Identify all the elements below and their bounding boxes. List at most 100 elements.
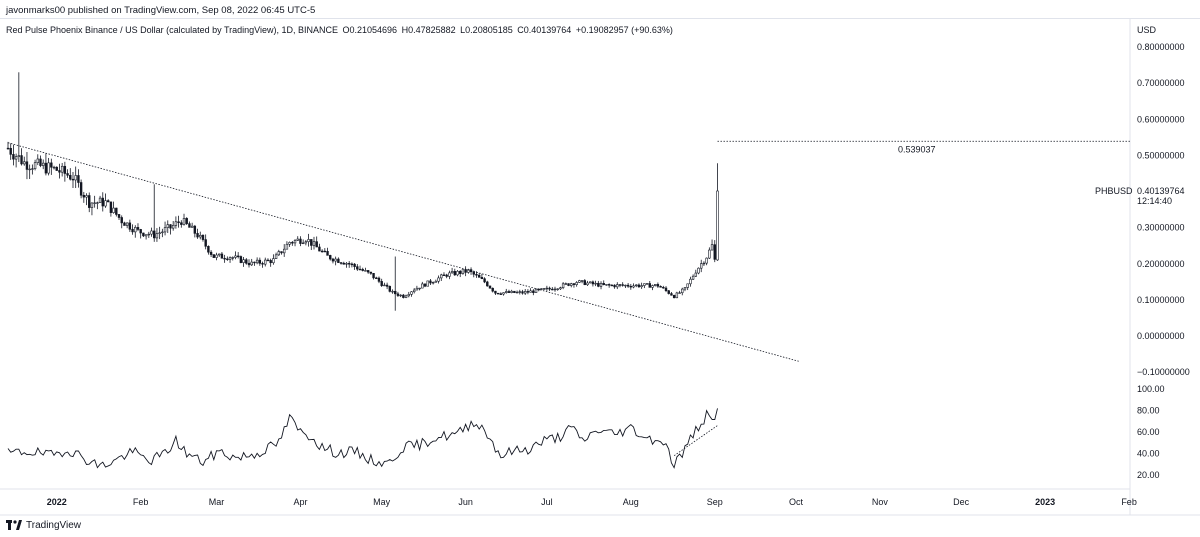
candle-body (486, 281, 489, 287)
candle-body (475, 273, 478, 276)
candle-body (25, 161, 29, 170)
candle-body (399, 294, 402, 297)
candle-body (366, 270, 370, 273)
candle-body (640, 285, 643, 288)
candle-body (180, 222, 183, 225)
candle-body (551, 288, 554, 291)
ohlc-change: +0.19082957 (+90.63%) (575, 25, 673, 35)
candle-body (299, 238, 302, 244)
symbol-legend: Red Pulse Phoenix Binance / US Dollar (c… (6, 25, 675, 35)
candle-body (402, 294, 405, 298)
candle-body (635, 284, 638, 287)
candle-body (440, 274, 443, 279)
candle-body (407, 294, 410, 297)
ohlc-low: L0.20805185 (460, 25, 513, 35)
candle-body (242, 259, 245, 263)
tradingview-logo[interactable]: TradingView (6, 518, 81, 532)
candle-body (350, 263, 354, 266)
candle-body (182, 218, 186, 225)
candle-body (502, 292, 505, 295)
time-tick-label: Jul (541, 497, 553, 507)
oscillator-tick-label: 20.00 (1137, 470, 1160, 480)
candle-body (491, 287, 494, 292)
price-tick-label: 0.10000000 (1137, 295, 1185, 305)
candle-body (618, 284, 622, 286)
candle-body (691, 275, 695, 280)
candle-body (513, 290, 516, 294)
candle-body (255, 259, 259, 264)
candle-body (716, 190, 719, 261)
candle-body (372, 273, 375, 279)
price-tick-label: −0.10000000 (1137, 367, 1190, 377)
candle-body (177, 221, 180, 224)
candle-body (106, 200, 110, 203)
candle-body (480, 277, 484, 280)
candle-body (553, 288, 557, 291)
candle-body (561, 283, 565, 288)
time-tick-label: 2023 (1035, 497, 1055, 507)
candle-body (310, 239, 313, 246)
candle-body (139, 229, 142, 234)
time-tick-label: Apr (293, 497, 307, 507)
candle-body (23, 161, 26, 165)
candle-body (17, 155, 21, 157)
candle-body (245, 259, 248, 264)
candle-body (42, 162, 45, 166)
candle-body (507, 291, 511, 293)
candle-body (624, 284, 627, 287)
candle-body (412, 289, 416, 293)
candle-body (280, 251, 283, 254)
candle-body (621, 284, 624, 286)
candle-body (63, 165, 67, 174)
candle-body (515, 291, 519, 294)
candle-body (499, 293, 503, 295)
candle-body (39, 158, 42, 166)
candle-body (380, 281, 383, 286)
candle-body (142, 232, 145, 237)
candle-body (410, 291, 413, 295)
candle-body (239, 256, 243, 263)
candle-body (713, 244, 716, 260)
candle-body (304, 241, 308, 244)
candle-body (28, 168, 31, 171)
candle-body (521, 291, 524, 294)
time-tick-label: Sep (707, 497, 723, 507)
candle-body (236, 255, 240, 258)
candle-body (626, 284, 630, 287)
candle-body (591, 281, 595, 285)
candle-body (700, 263, 703, 269)
candle-body (218, 253, 221, 256)
candle-body (681, 288, 684, 294)
candle-body (388, 286, 392, 292)
candle-body (272, 258, 275, 264)
candle-body (174, 221, 178, 226)
candle-body (36, 158, 39, 163)
candle-body (90, 202, 94, 208)
candle-body (337, 258, 340, 263)
candle-body (33, 162, 37, 169)
price-tick-label: 0.30000000 (1137, 223, 1185, 233)
candle-body (597, 282, 600, 287)
candle-body (494, 290, 497, 294)
candle-body (307, 239, 310, 242)
candle-body (323, 250, 327, 253)
candle-body (82, 194, 86, 198)
axis-currency-label: USD (1137, 25, 1157, 35)
candle-body (342, 262, 345, 265)
candle-body (532, 290, 535, 293)
candle-body (643, 283, 646, 286)
ohlc-open: O0.21054696 (342, 25, 398, 35)
candle-body (55, 166, 58, 171)
candle-body (583, 280, 586, 286)
candle-body (79, 182, 83, 196)
candle-body (607, 284, 611, 286)
candle-body (204, 239, 207, 247)
candle-body (193, 225, 197, 234)
candle-body (288, 242, 291, 245)
price-tick-label: 0.00000000 (1137, 331, 1185, 341)
candle-body (453, 271, 457, 276)
candle-body (163, 227, 167, 233)
candle-body (215, 254, 218, 258)
price-tick-label: 0.60000000 (1137, 114, 1185, 124)
